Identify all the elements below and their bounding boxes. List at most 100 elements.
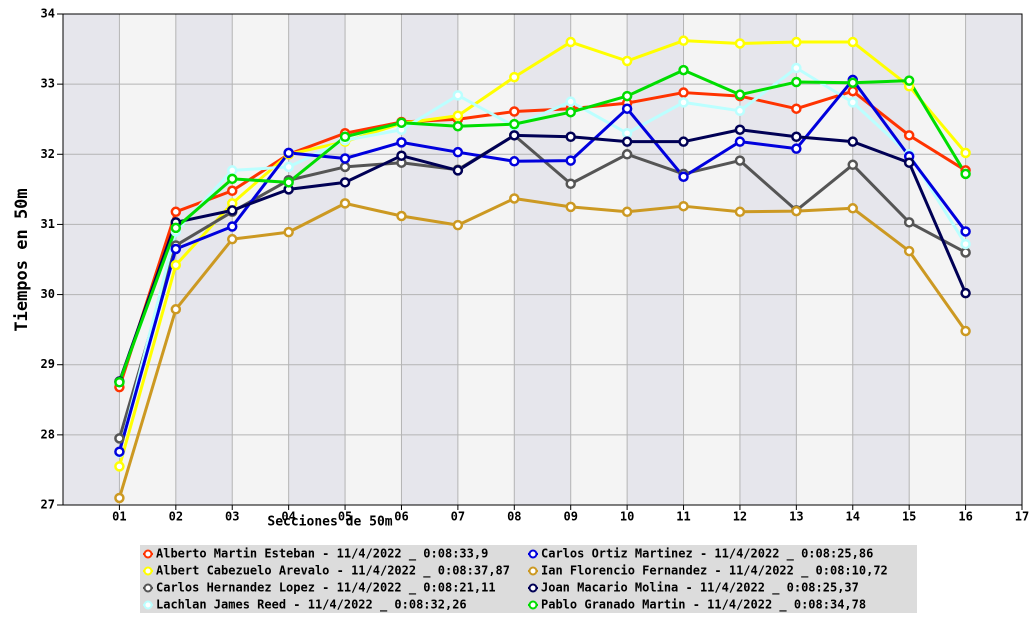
data-point xyxy=(621,206,633,218)
data-point xyxy=(283,177,294,188)
data-point xyxy=(339,161,351,173)
legend-marker xyxy=(143,600,153,610)
data-point xyxy=(903,245,915,257)
y-tick-label: 34 xyxy=(41,7,55,21)
data-point xyxy=(678,200,689,212)
data-point xyxy=(452,165,464,176)
y-tick-label: 32 xyxy=(41,147,55,161)
data-point xyxy=(791,205,802,217)
data-point xyxy=(678,136,689,147)
data-point xyxy=(339,177,351,188)
data-point xyxy=(565,96,576,107)
data-point xyxy=(791,62,802,74)
data-point xyxy=(226,165,238,176)
data-point xyxy=(678,35,689,46)
x-tick-label: 06 xyxy=(394,510,408,524)
data-point xyxy=(565,36,576,48)
x-tick-label: 17 xyxy=(1015,510,1029,524)
data-point xyxy=(396,117,407,128)
series-line xyxy=(117,66,967,453)
x-tick-label: 12 xyxy=(733,510,747,524)
data-point xyxy=(678,87,689,98)
plot-band xyxy=(63,14,120,505)
series-line xyxy=(117,39,967,467)
data-point xyxy=(565,201,576,213)
legend-label: Albert Cabezuelo Arevalo - 11/4/2022 _ 0… xyxy=(156,564,510,579)
plot-border xyxy=(62,13,1023,506)
plot-band xyxy=(965,14,1022,505)
data-point xyxy=(509,156,520,167)
data-point xyxy=(960,168,971,180)
data-point xyxy=(170,304,182,315)
data-point xyxy=(226,205,238,216)
data-point xyxy=(339,198,351,209)
data-point xyxy=(847,203,859,214)
plot-band xyxy=(288,14,346,505)
data-point xyxy=(791,131,802,142)
data-point xyxy=(960,287,971,299)
data-point xyxy=(452,146,464,158)
data-point xyxy=(791,76,802,88)
data-point xyxy=(791,103,802,114)
x-tick-label: 04 xyxy=(281,510,295,524)
y-tick-label: 29 xyxy=(41,357,55,371)
x-axis-label: Secciones de 50m xyxy=(267,515,392,530)
data-point xyxy=(114,461,125,472)
data-point xyxy=(565,106,576,118)
data-point xyxy=(509,130,520,141)
data-point xyxy=(170,222,182,234)
data-point xyxy=(903,157,915,168)
plot-band xyxy=(627,14,684,505)
data-point xyxy=(847,159,859,171)
data-point xyxy=(339,131,351,142)
data-point xyxy=(847,85,859,97)
data-point xyxy=(226,185,238,197)
legend-marker xyxy=(528,583,538,593)
legend-box xyxy=(140,545,917,613)
legend-marker xyxy=(143,549,153,559)
legend-label: Pablo Granado Martin - 11/4/2022 _ 0:08:… xyxy=(541,598,866,613)
data-point xyxy=(960,147,971,159)
data-point xyxy=(621,103,633,114)
x-tick-label: 13 xyxy=(789,510,803,524)
y-axis-label: Tiempos en 50m xyxy=(12,188,32,331)
plot-band xyxy=(514,14,571,505)
data-point xyxy=(960,247,971,258)
x-tick-label: 01 xyxy=(112,510,126,524)
series-line xyxy=(118,68,967,383)
legend-marker xyxy=(143,566,153,576)
data-point xyxy=(509,71,520,83)
x-tick-label: 09 xyxy=(563,510,577,524)
x-tick-label: 03 xyxy=(225,510,239,524)
data-point xyxy=(847,136,859,147)
legend-marker xyxy=(143,583,153,593)
data-point xyxy=(960,325,971,337)
plot-band xyxy=(739,14,797,505)
x-tick-label: 02 xyxy=(169,510,183,524)
data-point xyxy=(452,110,464,121)
data-point xyxy=(621,127,633,139)
series-line xyxy=(117,196,967,499)
data-point xyxy=(847,97,859,108)
data-point xyxy=(678,97,689,108)
data-point xyxy=(509,118,520,130)
data-point xyxy=(452,90,464,101)
data-point xyxy=(734,38,746,49)
legend-label: Joan Macario Molina - 11/4/2022 _ 0:08:2… xyxy=(541,581,859,596)
data-point xyxy=(678,171,689,182)
legend-marker xyxy=(528,600,538,610)
x-tick-label: 07 xyxy=(451,510,465,524)
data-point xyxy=(621,136,633,147)
legend-label: Lachlan James Reed - 11/4/2022 _ 0:08:32… xyxy=(156,598,467,613)
data-point xyxy=(903,217,915,228)
data-point xyxy=(170,243,182,255)
legend-label: Carlos Ortiz Martinez - 11/4/2022 _ 0:08… xyxy=(541,547,873,562)
data-point xyxy=(621,55,633,67)
y-tick-label: 30 xyxy=(41,287,55,301)
legend-marker xyxy=(528,566,538,576)
plot-band xyxy=(401,14,458,505)
data-point xyxy=(903,75,915,86)
data-point xyxy=(509,193,520,204)
data-point xyxy=(396,137,407,148)
